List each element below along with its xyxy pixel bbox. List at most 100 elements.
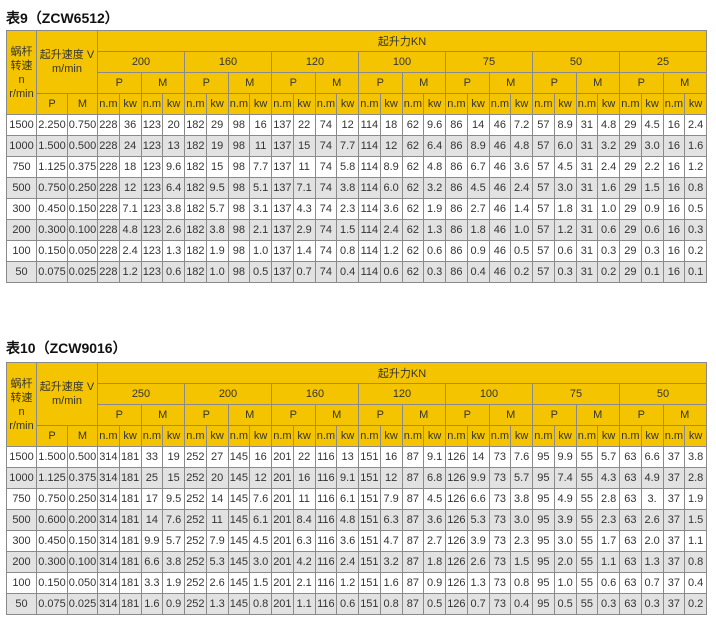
header-kw: kw <box>118 425 142 447</box>
table-cell: 37 <box>662 509 686 531</box>
table-cell: 27 <box>205 446 229 468</box>
table-cell: 201 <box>271 488 294 510</box>
table-cell: 98 <box>227 135 251 157</box>
table-cell: 3.6 <box>379 198 403 220</box>
table-cell: 57 <box>532 177 555 199</box>
header-m: M <box>401 72 446 94</box>
table-cell: 95 <box>532 509 555 531</box>
table-cell: 11 <box>205 509 229 531</box>
table-cell: 46 <box>488 135 512 157</box>
table-cell: 1.0 <box>249 240 272 262</box>
table-cell: 114 <box>358 198 381 220</box>
header-m: M <box>67 93 98 115</box>
header-m: M <box>67 425 98 447</box>
table-cell: 2.6 <box>640 509 664 531</box>
table-cell: 1.9 <box>162 572 185 594</box>
table-cell: 31 <box>575 135 599 157</box>
table-cell: 4.5 <box>249 530 272 552</box>
table-cell: 55 <box>575 446 599 468</box>
table-row: 1500 2.250 0.750 228 36 123 20 182 29 98 16 137 22 74… <box>6 114 707 136</box>
table-cell: 0.6 <box>162 261 185 283</box>
header-nm: n.m <box>184 425 207 447</box>
table-cell: 3.3 <box>140 572 164 594</box>
table-cell: 16 <box>662 177 686 199</box>
table-cell: 29 <box>619 240 642 262</box>
table-cell: 252 <box>184 530 207 552</box>
table-cell: 1.5 <box>249 572 272 594</box>
table-cell: 3.2 <box>597 135 620 157</box>
table-cell: 0.4 <box>510 593 533 615</box>
table-cell: 0.9 <box>466 240 490 262</box>
table-cell: 151 <box>358 467 381 489</box>
table-cell: 200 <box>6 551 37 573</box>
table-cell: 18 <box>379 114 403 136</box>
table-cell: 0.6 <box>423 240 446 262</box>
table-cell: 0.4 <box>336 261 359 283</box>
table-cell: 0.5 <box>249 261 272 283</box>
table-cell: 20 <box>205 467 229 489</box>
table-cell: 314 <box>97 467 120 489</box>
table-cell: 55 <box>575 530 599 552</box>
table-cell: 63 <box>619 551 642 573</box>
table-cell: 7.4 <box>553 467 577 489</box>
header-load: 100 <box>358 51 446 73</box>
table-cell: 252 <box>184 488 207 510</box>
table-cell: 0.050 <box>67 240 98 262</box>
table-cell: 1.3 <box>423 219 446 241</box>
header-load: 100 <box>445 383 533 405</box>
table-cell: 1.9 <box>423 198 446 220</box>
table-cell: 11 <box>292 156 316 178</box>
table-cell: 145 <box>227 572 251 594</box>
table-cell: 9.6 <box>423 114 446 136</box>
table-cell: 7.9 <box>205 530 229 552</box>
table-cell: 0.3 <box>423 261 446 283</box>
table-cell: 73 <box>488 572 512 594</box>
table-cell: 0.2 <box>684 593 707 615</box>
table-cell: 228 <box>97 198 120 220</box>
table-cell: 6.4 <box>162 177 185 199</box>
table-cell: 114 <box>358 177 381 199</box>
table-cell: 14 <box>205 488 229 510</box>
table-cell: 181 <box>118 572 142 594</box>
table-cell: 98 <box>227 177 251 199</box>
header-kw: kw <box>510 93 533 115</box>
table-cell: 182 <box>184 198 207 220</box>
table-cell: 137 <box>271 261 294 283</box>
table-cell: 228 <box>97 219 120 241</box>
table-cell: 63 <box>619 572 642 594</box>
table-cell: 95 <box>532 446 555 468</box>
table-cell: 4.8 <box>336 509 359 531</box>
table-cell: 6.0 <box>553 135 577 157</box>
table-cell: 37 <box>662 467 686 489</box>
table-cell: 95 <box>532 572 555 594</box>
table-cell: 16 <box>662 261 686 283</box>
table-row: 300 0.450 0.150 228 7.1 123 3.8 182 5.7 98 3.1 137 4… <box>6 198 707 220</box>
table-cell: 29 <box>619 219 642 241</box>
table-cell: 19 <box>205 135 229 157</box>
table-cell: 98 <box>227 240 251 262</box>
header-m: M <box>314 404 359 426</box>
table-cell: 29 <box>619 114 642 136</box>
table-cell: 182 <box>184 177 207 199</box>
header-load: 200 <box>184 383 272 405</box>
header-p: P <box>97 72 142 94</box>
table-cell: 9.9 <box>466 467 490 489</box>
table-cell: 6.8 <box>423 467 446 489</box>
table-cell: 3.8 <box>684 446 707 468</box>
table-cell: 73 <box>488 551 512 573</box>
table-cell: 86 <box>445 261 468 283</box>
table-cell: 4.8 <box>118 219 142 241</box>
table-cell: 37 <box>662 446 686 468</box>
header-p: P <box>184 72 229 94</box>
table-cell: 87 <box>401 551 425 573</box>
table-cell: 6.0 <box>379 177 403 199</box>
table-cell: 2.6 <box>205 572 229 594</box>
table-cell: 0.750 <box>36 177 68 199</box>
table-cell: 62 <box>401 219 425 241</box>
table-cell: 14 <box>466 114 490 136</box>
table-cell: 1.6 <box>140 593 164 615</box>
table-cell: 228 <box>97 177 120 199</box>
header-kw: kw <box>379 425 403 447</box>
table-cell: 2.7 <box>466 198 490 220</box>
header-m: M <box>227 72 272 94</box>
